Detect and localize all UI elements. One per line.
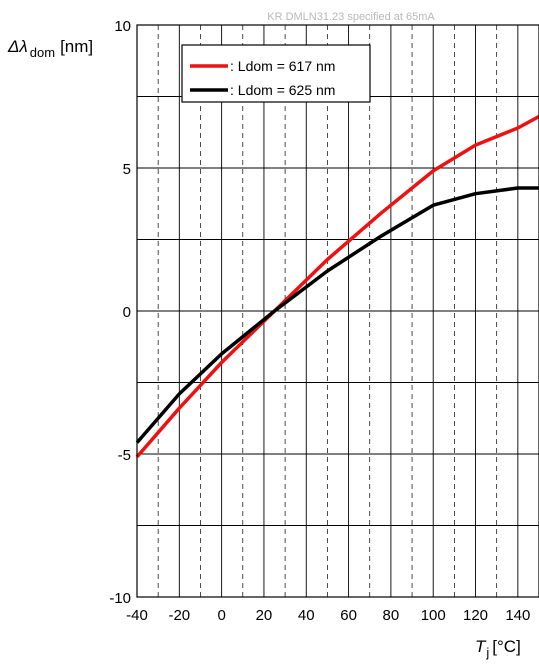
x-tick-label: 120 <box>463 607 488 624</box>
y-tick-label: -10 <box>109 590 131 607</box>
x-tick-label: 20 <box>256 607 273 624</box>
series-line-625nm <box>135 186 539 444</box>
y-axis-label: Δλ dom [nm] <box>7 37 93 60</box>
x-tick-label: 80 <box>383 607 400 624</box>
x-tick-label: -40 <box>126 607 148 624</box>
x-tick-label: 0 <box>217 607 225 624</box>
x-tick-label: 140 <box>505 607 530 624</box>
y-axis-symbol: Δλ <box>7 37 28 56</box>
legend-label-625nm: : Ldom = 625 nm <box>230 82 335 98</box>
legend-box <box>181 44 371 103</box>
plot-frame <box>136 24 539 598</box>
y-tick-label: 5 <box>123 161 131 178</box>
x-tick-label: 100 <box>421 607 446 624</box>
x-axis-unit: [°C] <box>492 637 521 656</box>
chart-title: KR DMLN31.23 specified at 65mA <box>267 11 435 23</box>
x-axis-subscript: j <box>485 645 489 660</box>
grid <box>137 25 539 597</box>
y-axis-subscript: dom <box>30 45 55 60</box>
plot-lines <box>135 114 539 459</box>
x-axis-symbol: T <box>475 637 487 656</box>
y-tick-label: 0 <box>123 304 131 321</box>
x-tick-label: 40 <box>298 607 315 624</box>
x-tick-label: -20 <box>168 607 190 624</box>
y-tick-labels: -10 -5 0 5 10 <box>109 18 131 607</box>
series-line-617nm <box>135 114 539 459</box>
legend: : Ldom = 617 nm : Ldom = 625 nm <box>181 44 371 103</box>
x-tick-label: 60 <box>340 607 357 624</box>
y-axis-unit: [nm] <box>60 37 93 56</box>
legend-label-617nm: : Ldom = 617 nm <box>230 58 335 74</box>
y-tick-label: -5 <box>118 447 131 464</box>
y-tick-label: 10 <box>114 18 131 35</box>
x-tick-labels: -40 -20 0 20 40 60 80 100 120 140 <box>126 607 530 624</box>
x-axis-label: Tj [°C] <box>475 637 521 660</box>
